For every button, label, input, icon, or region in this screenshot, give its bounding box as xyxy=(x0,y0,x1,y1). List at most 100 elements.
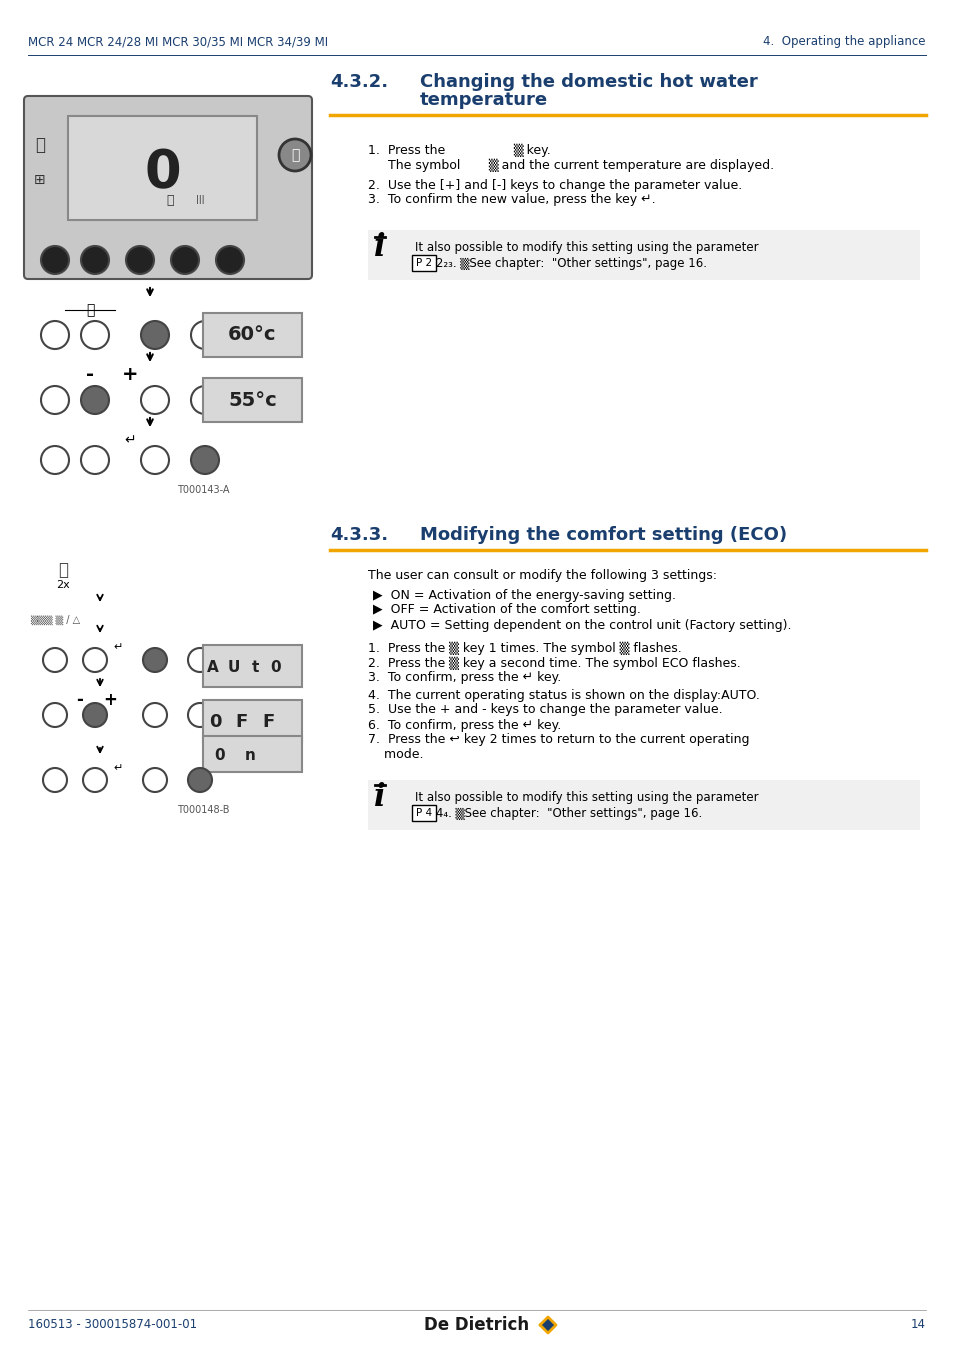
Circle shape xyxy=(141,386,169,414)
Circle shape xyxy=(191,321,219,350)
Circle shape xyxy=(141,446,169,474)
Circle shape xyxy=(81,321,109,350)
Text: 2.  Press the ▒ key a second time. The symbol ECO flashes.: 2. Press the ▒ key a second time. The sy… xyxy=(368,656,740,670)
Text: 6.  To confirm, press the ↵ key.: 6. To confirm, press the ↵ key. xyxy=(368,718,560,732)
Text: T000143-A: T000143-A xyxy=(177,485,230,495)
Text: i: i xyxy=(374,232,385,263)
FancyBboxPatch shape xyxy=(203,313,302,356)
Circle shape xyxy=(215,246,244,274)
Text: F: F xyxy=(263,713,274,730)
Text: -: - xyxy=(86,366,94,385)
Text: i: i xyxy=(374,783,385,814)
FancyBboxPatch shape xyxy=(368,780,919,830)
Text: Ⓞ: Ⓞ xyxy=(35,136,45,154)
Circle shape xyxy=(143,768,167,792)
Text: F: F xyxy=(235,713,248,730)
Text: P 4: P 4 xyxy=(416,809,432,818)
Circle shape xyxy=(83,648,107,672)
Text: n: n xyxy=(244,748,255,763)
Text: ⛏: ⛏ xyxy=(166,193,173,207)
FancyBboxPatch shape xyxy=(203,378,302,423)
Text: U: U xyxy=(228,660,240,675)
Text: 4.3.2.: 4.3.2. xyxy=(330,73,388,90)
Text: -: - xyxy=(76,691,83,709)
Circle shape xyxy=(188,648,212,672)
FancyBboxPatch shape xyxy=(24,96,312,279)
Text: ▒P₁4₄. ▒See chapter:  "Other settings", page 16.: ▒P₁4₄. ▒See chapter: "Other settings", p… xyxy=(415,806,701,819)
Circle shape xyxy=(41,446,69,474)
Text: t: t xyxy=(251,660,258,675)
Circle shape xyxy=(141,321,169,350)
Circle shape xyxy=(143,648,167,672)
Text: mode.: mode. xyxy=(368,748,423,761)
Text: ▶  OFF = Activation of the comfort setting.: ▶ OFF = Activation of the comfort settin… xyxy=(373,603,640,617)
Text: T000148-B: T000148-B xyxy=(177,805,230,815)
Text: The symbol: The symbol xyxy=(388,158,460,171)
Text: 4.  The current operating status is shown on the display:AUTO.: 4. The current operating status is shown… xyxy=(368,688,760,702)
Text: 0: 0 xyxy=(209,713,221,730)
Text: 0: 0 xyxy=(271,660,281,675)
Text: ▒ key.: ▒ key. xyxy=(513,143,550,157)
Circle shape xyxy=(83,703,107,728)
Circle shape xyxy=(43,768,67,792)
FancyBboxPatch shape xyxy=(368,230,919,279)
Circle shape xyxy=(191,386,219,414)
Text: 4.  Operating the appliance: 4. Operating the appliance xyxy=(762,35,925,49)
Polygon shape xyxy=(539,1318,556,1332)
Circle shape xyxy=(81,246,109,274)
Text: Modifying the comfort setting (ECO): Modifying the comfort setting (ECO) xyxy=(419,526,786,544)
Text: ↵: ↵ xyxy=(113,643,123,652)
Text: 7.  Press the ↩ key 2 times to return to the current operating: 7. Press the ↩ key 2 times to return to … xyxy=(368,733,749,747)
Circle shape xyxy=(191,446,219,474)
FancyBboxPatch shape xyxy=(203,701,302,742)
Text: +: + xyxy=(103,691,117,709)
Text: 55°c: 55°c xyxy=(228,390,276,409)
Text: 14: 14 xyxy=(910,1319,925,1331)
FancyBboxPatch shape xyxy=(412,255,436,271)
Text: The user can consult or modify the following 3 settings:: The user can consult or modify the follo… xyxy=(368,568,717,582)
Text: ▒▒▒ ▒ / △: ▒▒▒ ▒ / △ xyxy=(30,614,80,625)
Text: Changing the domestic hot water: Changing the domestic hot water xyxy=(419,73,757,90)
Circle shape xyxy=(81,446,109,474)
Circle shape xyxy=(41,321,69,350)
Circle shape xyxy=(126,246,153,274)
FancyBboxPatch shape xyxy=(412,805,436,821)
Text: ▒ and the current temperature are displayed.: ▒ and the current temperature are displa… xyxy=(488,158,773,171)
FancyBboxPatch shape xyxy=(203,736,302,772)
Text: A: A xyxy=(207,660,218,675)
Text: 3.  To confirm, press the ↵ key.: 3. To confirm, press the ↵ key. xyxy=(368,671,560,684)
Text: 2x: 2x xyxy=(56,580,70,590)
Circle shape xyxy=(41,386,69,414)
Text: De Dietrich: De Dietrich xyxy=(424,1316,529,1334)
Circle shape xyxy=(188,768,212,792)
Text: |||: ||| xyxy=(195,196,204,204)
Text: +: + xyxy=(122,366,138,385)
Circle shape xyxy=(81,386,109,414)
FancyBboxPatch shape xyxy=(203,645,302,687)
Text: ⛏: ⛏ xyxy=(86,302,94,317)
Circle shape xyxy=(43,703,67,728)
Circle shape xyxy=(41,246,69,274)
Text: 1.  Press the: 1. Press the xyxy=(368,143,445,157)
Text: ↵: ↵ xyxy=(113,763,123,774)
Text: 4.3.3.: 4.3.3. xyxy=(330,526,388,544)
Text: 5.  Use the + and - keys to change the parameter value.: 5. Use the + and - keys to change the pa… xyxy=(368,703,721,717)
Circle shape xyxy=(278,139,311,171)
Circle shape xyxy=(171,246,199,274)
Text: 0: 0 xyxy=(214,748,225,763)
Text: temperature: temperature xyxy=(419,90,548,109)
Text: It also possible to modify this setting using the parameter: It also possible to modify this setting … xyxy=(415,242,758,255)
Circle shape xyxy=(143,703,167,728)
FancyBboxPatch shape xyxy=(68,116,256,220)
Text: It also possible to modify this setting using the parameter: It also possible to modify this setting … xyxy=(415,791,758,805)
Circle shape xyxy=(188,703,212,728)
Circle shape xyxy=(43,648,67,672)
Text: 1.  Press the ▒ key 1 times. The symbol ▒ flashes.: 1. Press the ▒ key 1 times. The symbol ▒… xyxy=(368,641,681,655)
Text: ⊞: ⊞ xyxy=(34,173,46,188)
Text: Ⓞ: Ⓞ xyxy=(58,562,68,579)
Text: 0: 0 xyxy=(144,147,181,198)
Text: ▒P₁2₂₃. ▒See chapter:  "Other settings", page 16.: ▒P₁2₂₃. ▒See chapter: "Other settings", … xyxy=(415,256,706,270)
Text: MCR 24 MCR 24/28 MI MCR 30/35 MI MCR 34/39 MI: MCR 24 MCR 24/28 MI MCR 30/35 MI MCR 34/… xyxy=(28,35,328,49)
Text: 160513 - 300015874-001-01: 160513 - 300015874-001-01 xyxy=(28,1319,197,1331)
Text: ▶  ON = Activation of the energy-saving setting.: ▶ ON = Activation of the energy-saving s… xyxy=(373,589,676,602)
